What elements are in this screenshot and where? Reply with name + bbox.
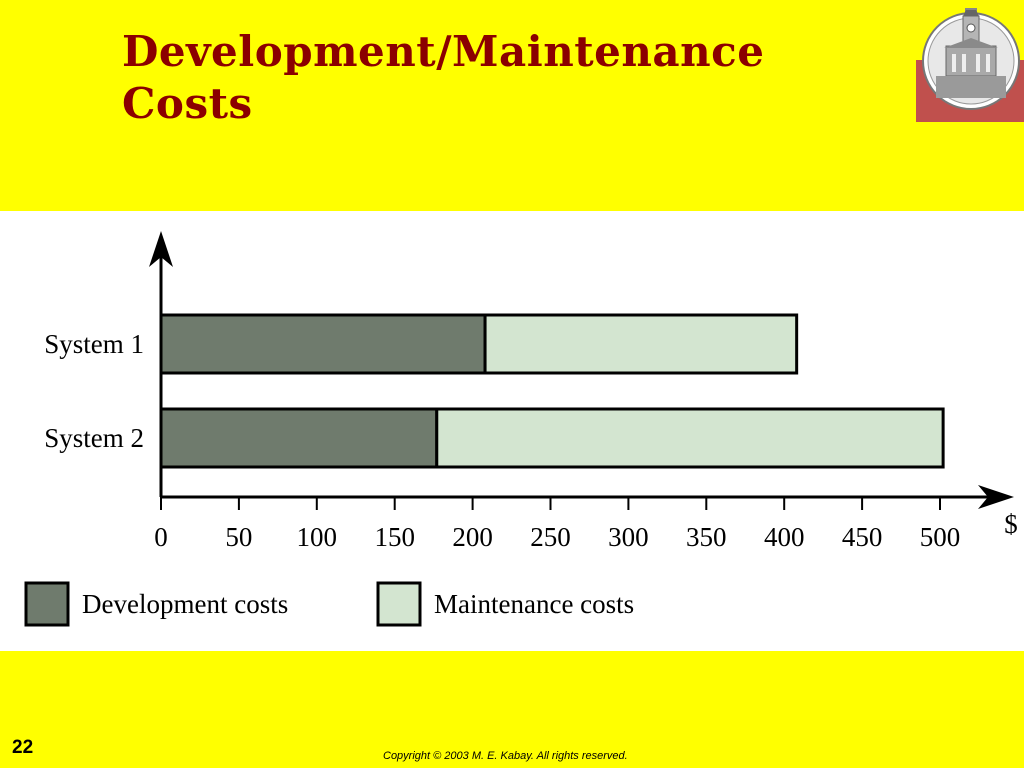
cost-chart: System 1 System 2 0 50 100 150 200 250 300 350 400… bbox=[24, 231, 1018, 627]
x-axis-arrow bbox=[978, 485, 1014, 509]
chart-panel: System 1 System 2 0 50 100 150 200 250 300 350 400… bbox=[0, 211, 1024, 651]
bar-maintenance-1 bbox=[483, 313, 799, 375]
legend-label-development: Development costs bbox=[82, 589, 288, 619]
x-tick-label: 150 bbox=[374, 522, 415, 552]
x-tick-label: 350 bbox=[686, 522, 727, 552]
x-tick-label: 100 bbox=[297, 522, 338, 552]
clock-tower-seal-icon bbox=[916, 0, 1024, 122]
title-line-1: Development/Maintenance bbox=[122, 27, 765, 76]
x-tick-label: 250 bbox=[530, 522, 571, 552]
bar-development-1 bbox=[159, 313, 487, 375]
legend-swatch-development bbox=[24, 581, 70, 627]
page-number: 22 bbox=[12, 737, 34, 758]
y-axis-arrow bbox=[149, 231, 173, 267]
x-tick-label: 0 bbox=[154, 522, 168, 552]
x-tick-label: 200 bbox=[452, 522, 493, 552]
x-tick-label: 50 bbox=[225, 522, 252, 552]
x-tick-label: 450 bbox=[842, 522, 883, 552]
title-line-2: Costs bbox=[122, 79, 253, 128]
x-tick-label: 400 bbox=[764, 522, 805, 552]
category-label: System 2 bbox=[44, 423, 144, 453]
legend-label-maintenance: Maintenance costs bbox=[434, 589, 634, 619]
legend-swatch-maintenance bbox=[376, 581, 422, 627]
copyright-notice: Copyright © 2003 M. E. Kabay. All rights… bbox=[383, 750, 628, 762]
x-axis-label: $ bbox=[1004, 509, 1018, 539]
slide-title: Development/Maintenance Costs bbox=[122, 26, 764, 130]
bar-maintenance-2 bbox=[435, 407, 945, 469]
x-tick-label: 500 bbox=[920, 522, 961, 552]
bar-development-2 bbox=[159, 407, 439, 469]
x-tick-label: 300 bbox=[608, 522, 649, 552]
category-label: System 1 bbox=[44, 329, 144, 359]
